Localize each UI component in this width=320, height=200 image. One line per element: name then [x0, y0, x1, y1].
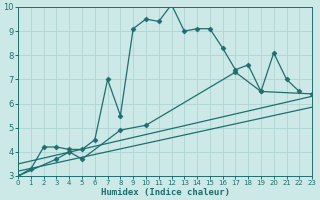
- X-axis label: Humidex (Indice chaleur): Humidex (Indice chaleur): [100, 188, 230, 197]
